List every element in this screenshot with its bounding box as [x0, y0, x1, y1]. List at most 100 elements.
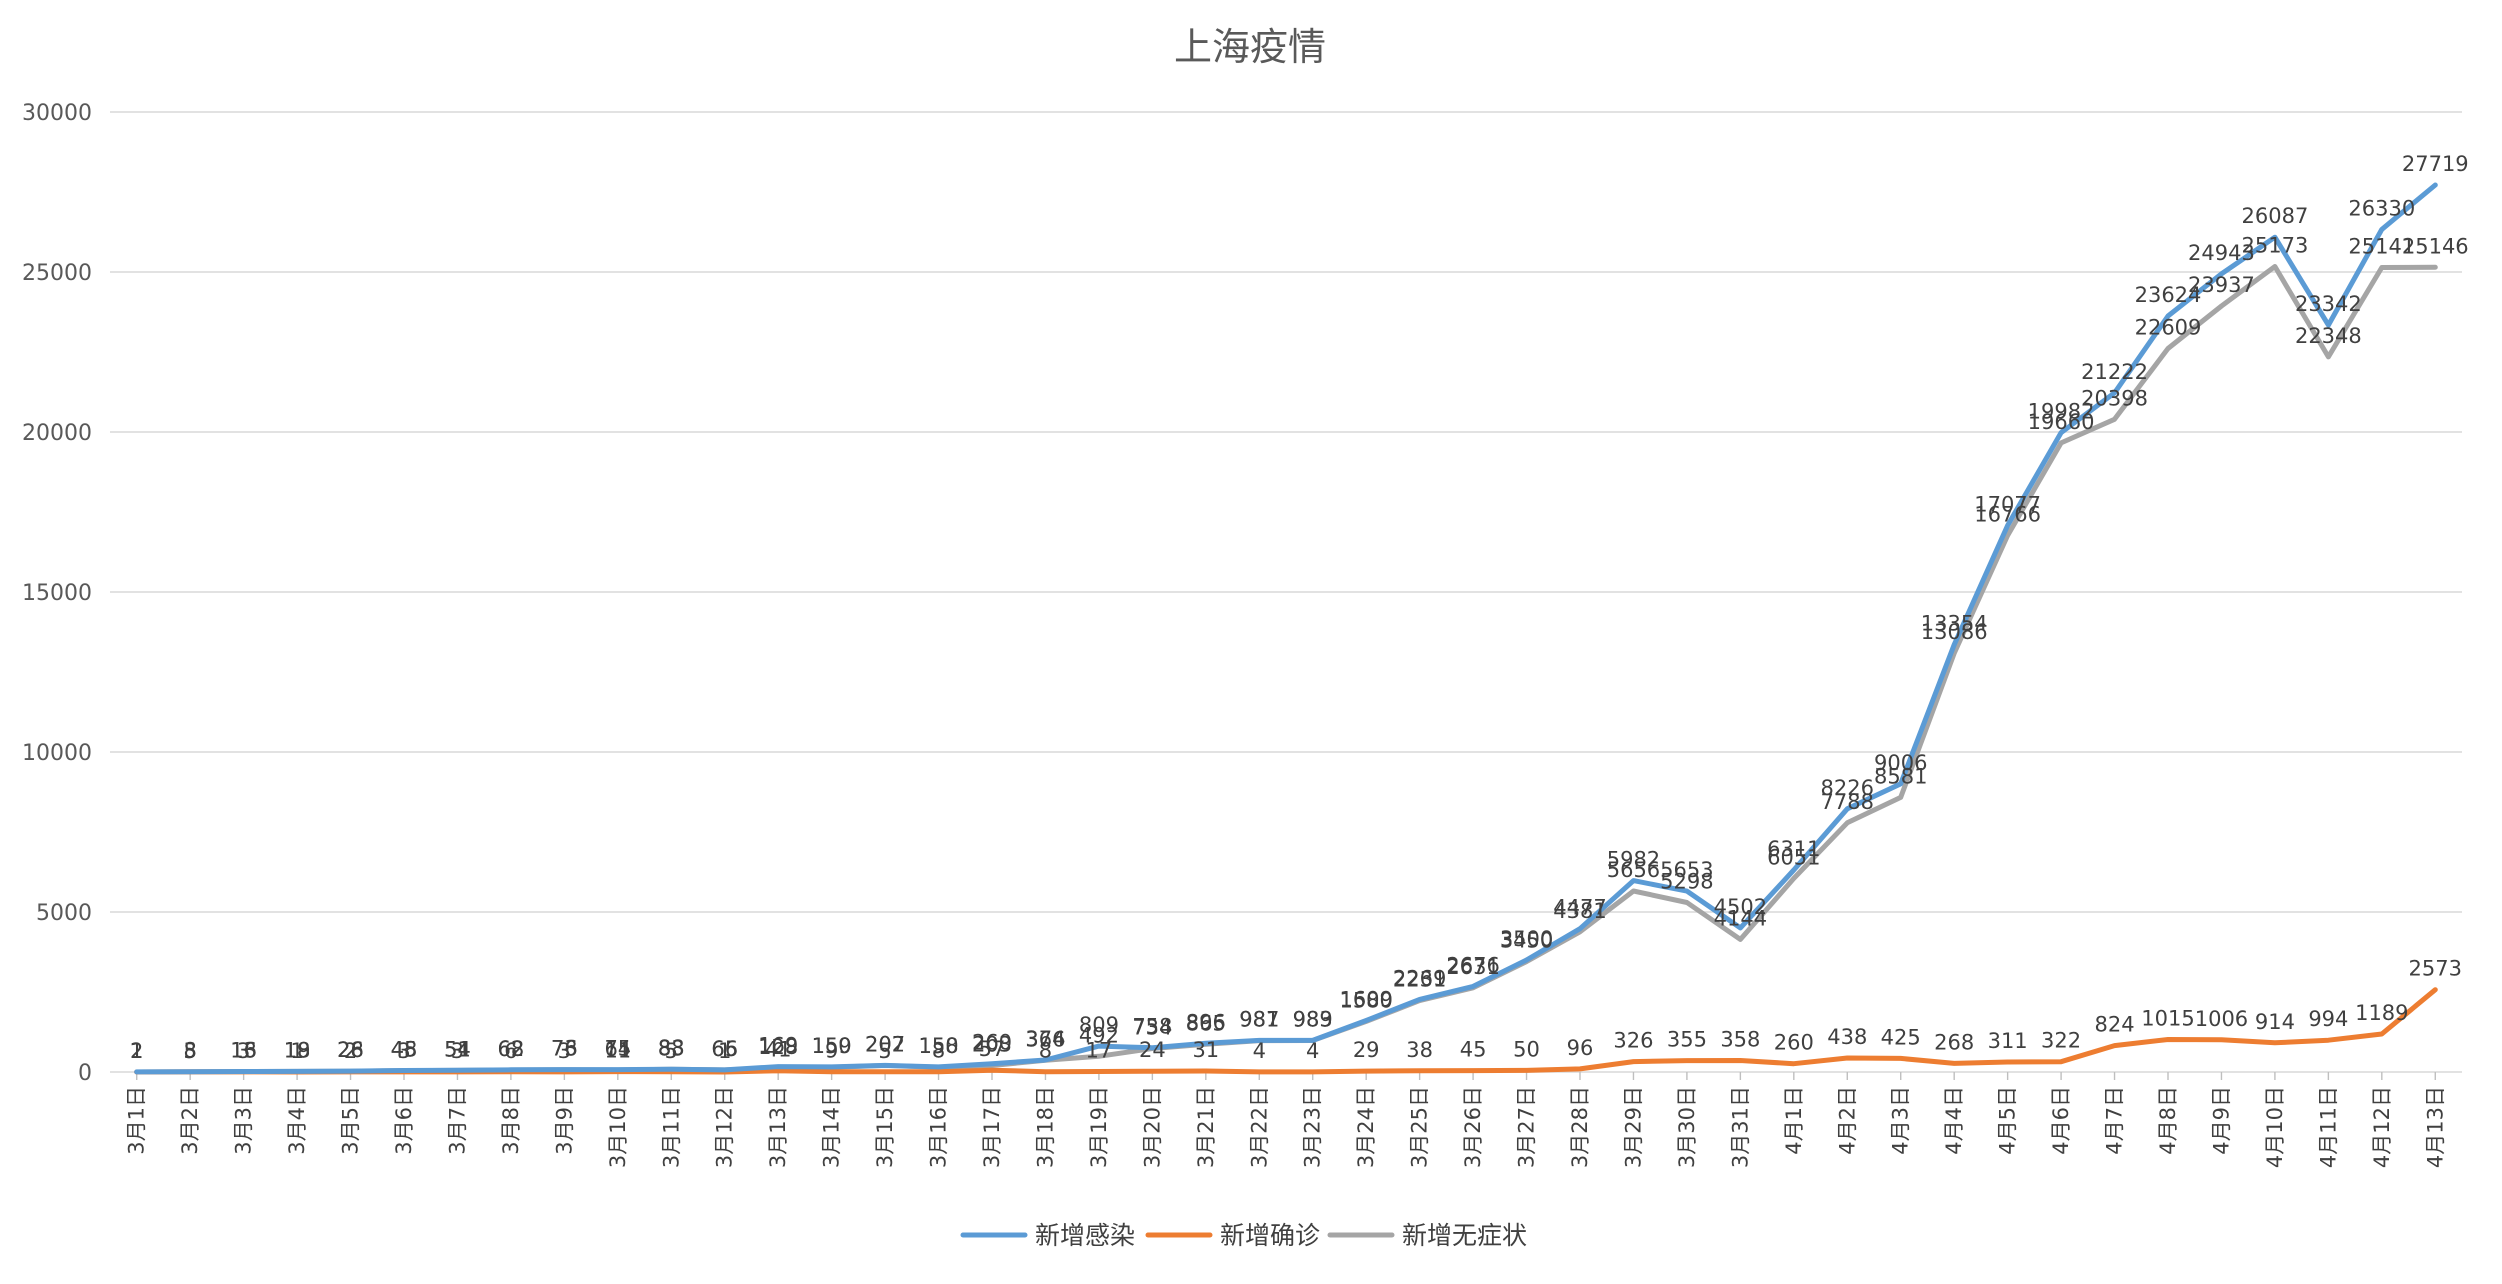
data-label: 6051: [1767, 845, 1820, 869]
data-label: 31: [1192, 1038, 1219, 1062]
legend-item-2: 新增无症状: [1327, 1221, 1527, 1250]
legend-label: 新增感染: [1035, 1221, 1135, 1250]
data-label: 492: [1079, 1023, 1119, 1047]
x-tick-label: 3月12日: [713, 1086, 737, 1168]
x-tick-label: 3月3日: [232, 1086, 256, 1155]
data-label: 2231: [1393, 968, 1446, 992]
x-tick-label: 3月24日: [1354, 1086, 1378, 1168]
data-label: 1: [718, 1039, 731, 1063]
data-label: 57: [979, 1037, 1006, 1061]
data-label: 5298: [1660, 869, 1713, 893]
x-tick-label: 4月13日: [2423, 1086, 2447, 1168]
data-label: 75: [604, 1037, 631, 1061]
legend: 新增感染 新增确诊 新增无症状: [960, 1221, 1527, 1250]
data-label: 26: [337, 1038, 364, 1062]
x-tick-label: 3月8日: [499, 1086, 523, 1155]
data-label: 5: [878, 1039, 891, 1063]
data-label: 1189: [2355, 1001, 2408, 1025]
y-tick-label: 25000: [22, 261, 92, 286]
x-tick-label: 4月10日: [2263, 1086, 2287, 1168]
data-label: 20398: [2081, 386, 2148, 410]
data-label: 5: [665, 1039, 678, 1063]
data-label: 22609: [2135, 316, 2202, 340]
data-label: 425: [1881, 1025, 1921, 1049]
x-tick-label: 4月8日: [2156, 1086, 2180, 1155]
x-tick-label: 3月11日: [659, 1086, 683, 1168]
data-label: 914: [2255, 1010, 2295, 1034]
data-label: 4144: [1714, 906, 1767, 930]
data-label: 150: [812, 1034, 852, 1058]
data-label: 8: [183, 1039, 196, 1063]
data-label: 3: [558, 1039, 571, 1063]
data-label: 22348: [2295, 324, 2362, 348]
x-tick-label: 3月14日: [820, 1086, 844, 1168]
data-label: 96: [1567, 1036, 1594, 1060]
x-tick-label: 4月12日: [2370, 1086, 2394, 1168]
legend-label: 新增无症状: [1402, 1221, 1527, 1250]
data-label: 3450: [1500, 929, 1553, 953]
data-label: 3: [451, 1039, 464, 1063]
data-label: 54: [444, 1037, 471, 1061]
data-label: 23624: [2135, 283, 2202, 307]
data-label: 1: [290, 1039, 303, 1063]
data-label: 26330: [2348, 196, 2415, 220]
data-label: 13354: [1921, 612, 1988, 636]
data-label: 51: [444, 1037, 471, 1061]
data-label: 76: [551, 1037, 578, 1061]
x-tick-label: 4月3日: [1889, 1086, 1913, 1155]
data-label: 260: [1774, 1031, 1814, 1055]
x-tick-label: 4月5日: [1996, 1086, 2020, 1155]
x-tick-label: 3月19日: [1087, 1086, 1111, 1168]
data-label: 1: [130, 1039, 143, 1063]
x-tick-label: 3月15日: [873, 1086, 897, 1168]
data-label: 203: [972, 1033, 1012, 1057]
x-tick-label: 3月31日: [1728, 1086, 1752, 1168]
data-label: 45: [1460, 1038, 1487, 1062]
data-label: 38: [1406, 1038, 1433, 1062]
x-tick-label: 3月9日: [552, 1086, 576, 1155]
x-tick-label: 3月27日: [1515, 1086, 1539, 1168]
data-label: 19982: [2028, 400, 2095, 424]
series-lines: [134, 182, 2438, 1075]
data-label: 128: [758, 1035, 798, 1059]
x-tick-label: 4月4日: [1942, 1086, 1966, 1155]
data-label: 3: [183, 1039, 196, 1063]
data-label: 7788: [1821, 790, 1874, 814]
data-label: 17077: [1974, 493, 2041, 517]
data-label: 1006: [2195, 1007, 2248, 1031]
data-label: 8581: [1874, 764, 1927, 788]
data-label: 5: [183, 1039, 196, 1063]
data-label: 6311: [1767, 837, 1820, 861]
x-tick-label: 3月7日: [445, 1086, 469, 1155]
data-label: 865: [1186, 1011, 1226, 1035]
data-label: 41: [765, 1038, 792, 1062]
data-label: 987: [1239, 1007, 1279, 1031]
x-tick-label: 4月11日: [2316, 1086, 2340, 1168]
data-label: 983: [1293, 1008, 1333, 1032]
data-label: 3: [397, 1039, 410, 1063]
data-label: 13086: [1921, 620, 1988, 644]
data-label: 989: [1293, 1007, 1333, 1031]
data-label: 4502: [1714, 895, 1767, 919]
data-label: 734: [1132, 1016, 1172, 1040]
data-label: 8226: [1821, 776, 1874, 800]
y-tick-label: 0: [78, 1061, 92, 1086]
x-tick-label: 4月2日: [1835, 1086, 1859, 1155]
data-label: 994: [2308, 1007, 2348, 1031]
x-tick-label: 3月5日: [339, 1086, 363, 1155]
data-label: 3500: [1500, 927, 1553, 951]
data-label: 809: [1079, 1013, 1119, 1037]
data-labels: 2 8 16 19 28 48 54 68 76 75 88 66 169 159 207 158 260 374…: [130, 152, 2469, 1063]
data-label: 366: [1025, 1027, 1065, 1051]
x-tick-label: 3月18日: [1033, 1086, 1057, 1168]
data-label: 25141: [2348, 234, 2415, 258]
x-tick-label: 4月9日: [2209, 1086, 2233, 1155]
data-label: 207: [865, 1032, 905, 1056]
data-label: 83: [658, 1036, 685, 1060]
data-label: 64: [604, 1037, 631, 1061]
data-label: 158: [918, 1034, 958, 1058]
x-tick-label: 3月28日: [1568, 1086, 1592, 1168]
y-tick-label: 5000: [36, 901, 92, 926]
x-tick-label: 3月1日: [125, 1086, 149, 1155]
